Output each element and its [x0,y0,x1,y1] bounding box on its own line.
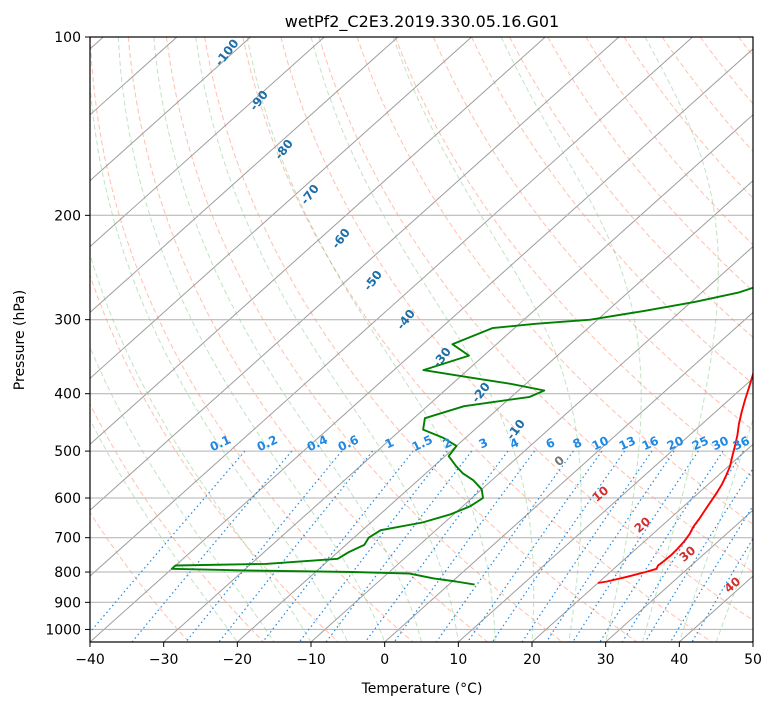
mixing-ratio-line [621,450,745,642]
dry-adiabat [204,37,638,642]
isotherm [90,37,399,314]
dry-adiabat [471,37,753,385]
moist-adiabat [153,37,422,642]
mixing-ratio-line [325,450,473,642]
isotherm [90,37,325,248]
dry-adiabat [318,37,753,573]
mixing-ratio-line [90,450,246,634]
isotherm [163,114,753,642]
moist-adiabat [246,37,496,642]
moist-adiabat [500,37,642,642]
y-axis-label: Pressure (hPa) [12,290,28,390]
mixing-ratio-label: 13 [617,434,638,454]
mixing-ratio-label: 10 [590,434,611,454]
x-tick-label: 10 [449,652,467,668]
moist-adiabat [90,78,349,642]
isotherm [236,179,753,642]
moist-adiabat [90,345,275,642]
isotherm [605,509,753,642]
x-tick-label: 20 [523,652,541,668]
x-tick-label: 30 [597,652,615,668]
mixing-ratio-line [545,450,675,642]
profile-lines [170,286,753,586]
y-tick-label: 100 [54,30,81,46]
moist-adiabat [117,37,386,642]
chart-title: wetPf2_C2E3.2019.330.05.16.G01 [285,12,559,32]
y-tick-label: 600 [54,491,81,507]
x-tick-label: 0 [380,652,389,668]
x-tick-label: −30 [149,652,179,668]
mixing-ratio-line [644,467,753,642]
dry-adiabat [166,37,564,642]
isotherm [310,245,753,642]
isotherm [90,37,251,182]
dry-adiabat [90,37,414,642]
moist-adiabat [310,37,535,642]
dry-adiabat [90,402,265,642]
mixing-ratio-line [435,450,574,642]
mixing-ratio-line [218,450,374,642]
dewpoint-line [170,286,753,586]
isotherm [90,37,546,445]
y-axis-ticks: 100 200 300 400 500 600 700 800 900 1000 [45,30,90,638]
dry-adiabat [90,273,339,642]
moist-adiabat [715,541,753,642]
mixing-ratio-line [393,450,535,642]
y-tick-label: 800 [54,565,81,581]
mixing-ratio-label: 16 [640,434,661,454]
isotherm [90,48,753,642]
y-tick-label: 400 [54,387,81,403]
mixing-ratio-label: 36 [731,434,752,454]
moist-adiabat [392,37,582,642]
x-axis-label: Temperature (°C) [361,681,483,697]
dry-adiabat [242,37,713,642]
y-tick-label: 200 [54,208,81,224]
x-axis-ticks: −40 −30 −20 −10 0 10 20 30 40 50 [75,642,762,668]
y-tick-label: 500 [54,444,81,460]
isotherm [457,377,753,642]
y-tick-label: 300 [54,313,81,329]
x-tick-label: −20 [223,652,253,668]
moist-adiabat [195,37,459,642]
isotherm [90,37,472,380]
isotherm [90,37,620,511]
x-tick-label: −40 [75,652,105,668]
isotherm [90,37,693,577]
x-tick-label: −10 [296,652,326,668]
plot-frame [89,36,754,643]
y-tick-label: 1000 [45,622,81,638]
mixing-ratio-line [262,450,414,642]
mixing-ratio-line [364,450,509,642]
mixing-ratio-label: 25 [690,434,711,454]
mixing-ratio-line [599,450,724,642]
x-tick-label: 50 [744,652,762,668]
isotherm [384,311,753,642]
mixing-ratio-label: 20 [665,434,686,454]
x-tick-label: 40 [670,652,688,668]
dry-adiabat [509,37,753,339]
temperature-line [597,372,753,584]
background-lines [90,37,753,642]
mixing-ratio-label: 30 [710,434,731,454]
y-tick-label: 900 [54,595,81,611]
moist-adiabat [642,37,719,642]
y-tick-label: 700 [54,531,81,547]
isotherm [531,443,753,642]
dry-adiabat [547,37,753,292]
moist-adiabat [90,418,238,642]
